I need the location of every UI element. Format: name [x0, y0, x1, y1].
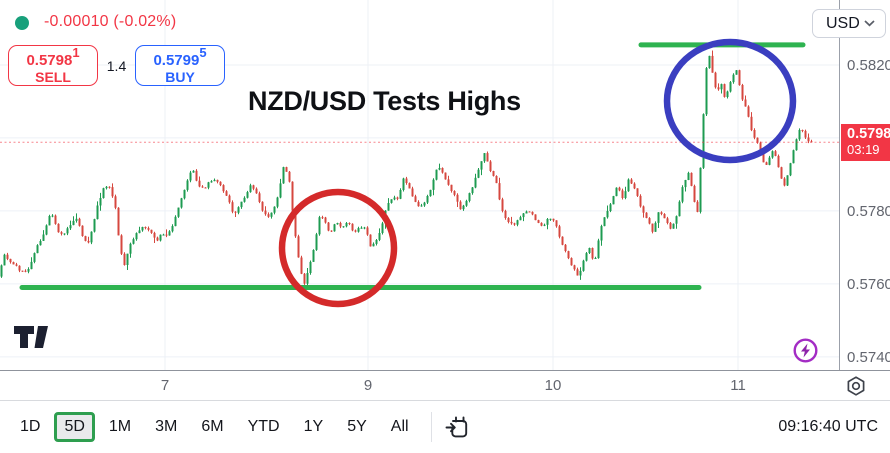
buy-label: BUY: [165, 68, 195, 85]
calendar-go-to-date-icon[interactable]: [442, 411, 474, 443]
spread-value: 1.4: [106, 57, 127, 74]
date-axis-label: 10: [544, 377, 562, 394]
date-axis-label: 7: [160, 377, 170, 394]
red-circle-annotation: [278, 188, 398, 308]
sell-label: SELL: [35, 68, 71, 85]
chart-annotation-title: NZD/USD Tests Highs: [248, 86, 521, 116]
toolbar-divider: [430, 412, 432, 442]
currency-label: USD: [826, 14, 860, 32]
range-button-1y[interactable]: 1Y: [294, 412, 334, 442]
date-axis-label: 11: [730, 377, 746, 394]
range-button-ytd[interactable]: YTD: [238, 412, 290, 442]
bottom-toolbar: 1D 5D 1M 3M 6M YTD 1Y 5Y All 09:16:40 UTC: [0, 400, 890, 453]
range-button-1m[interactable]: 1M: [99, 412, 141, 442]
current-price-countdown: 03:19: [847, 142, 880, 157]
buy-button[interactable]: 0.57995 BUY: [135, 45, 225, 86]
date-axis-label: 9: [363, 377, 373, 394]
range-button-1d[interactable]: 1D: [10, 412, 50, 442]
current-price-badge: 0.57988 03:19: [841, 124, 890, 161]
price-change-text: -0.00010 (-0.02%): [44, 13, 177, 30]
currency-selector-button[interactable]: USD: [812, 9, 886, 38]
buy-price: 0.57995: [153, 44, 207, 69]
range-button-3m[interactable]: 3M: [145, 412, 187, 442]
range-button-5y[interactable]: 5Y: [337, 412, 377, 442]
tradingview-logo[interactable]: [14, 325, 54, 349]
price-axis-separator: [839, 0, 840, 400]
time-axis[interactable]: 7 9 10 11: [0, 370, 890, 400]
market-status-dot: [15, 16, 29, 30]
lightning-icon[interactable]: [793, 338, 818, 363]
settings-icon[interactable]: [845, 375, 867, 397]
date-range-switcher: 1D 5D 1M 3M 6M YTD 1Y 5Y All: [10, 412, 423, 442]
blue-circle-annotation: [663, 38, 797, 164]
range-button-6m[interactable]: 6M: [191, 412, 233, 442]
utc-clock[interactable]: 09:16:40 UTC: [778, 418, 878, 435]
sell-price: 0.57981: [26, 44, 80, 69]
range-button-all[interactable]: All: [381, 412, 419, 442]
sell-button[interactable]: 0.57981 SELL: [8, 45, 98, 86]
buy-sell-widget: 0.57981 SELL 1.4 0.57995 BUY: [8, 45, 225, 86]
current-price-value: 0.57988: [847, 126, 890, 142]
range-button-5d[interactable]: 5D: [54, 412, 95, 442]
chevron-down-icon: [864, 20, 875, 27]
